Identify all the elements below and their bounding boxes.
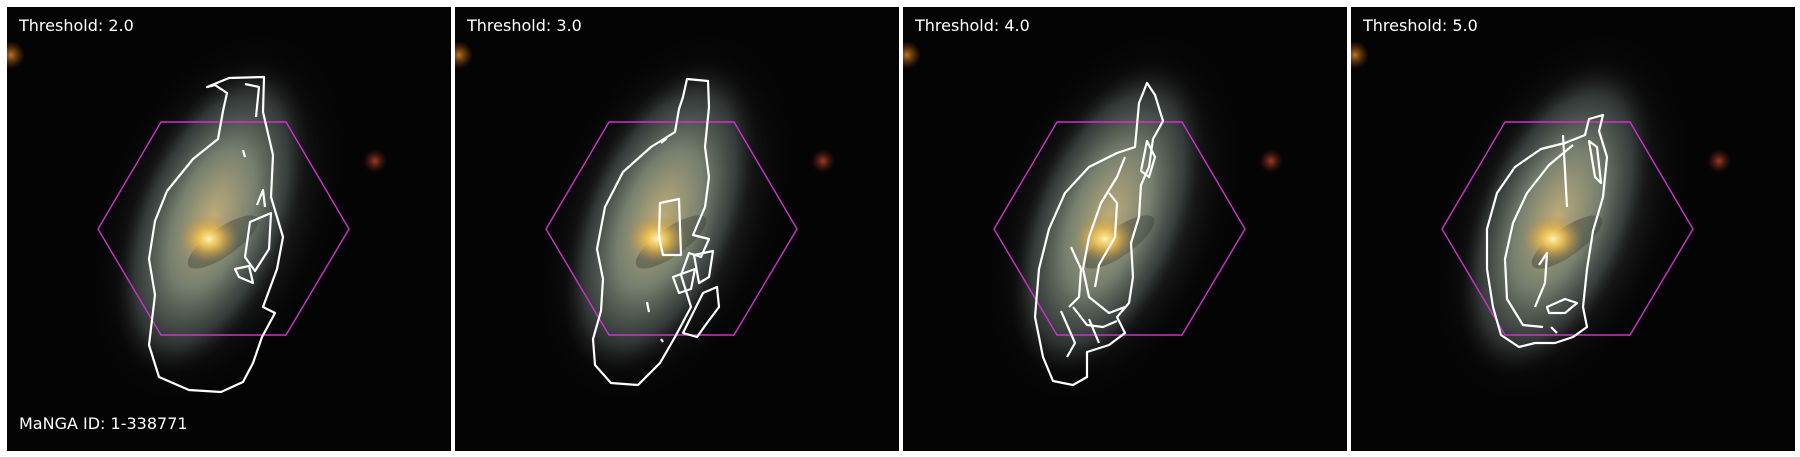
galaxy-image-4 — [1351, 7, 1795, 451]
image-panel-2: Threshold: 3.0 — [455, 7, 899, 451]
threshold-label-2: Threshold: 3.0 — [467, 16, 582, 35]
galaxy-image-2 — [455, 7, 899, 451]
galaxy-image-3 — [903, 7, 1347, 451]
threshold-label-1: Threshold: 2.0 — [19, 16, 134, 35]
threshold-label-4: Threshold: 5.0 — [1363, 16, 1478, 35]
image-panel-1: Threshold: 2.0 MaNGA ID: 1-338771 — [7, 7, 451, 451]
threshold-label-3: Threshold: 4.0 — [915, 16, 1030, 35]
image-panel-3: Threshold: 4.0 — [903, 7, 1347, 451]
manga-id-label: MaNGA ID: 1-338771 — [19, 414, 188, 433]
galaxy-image-1 — [7, 7, 451, 451]
image-panel-4: Threshold: 5.0 — [1351, 7, 1795, 451]
